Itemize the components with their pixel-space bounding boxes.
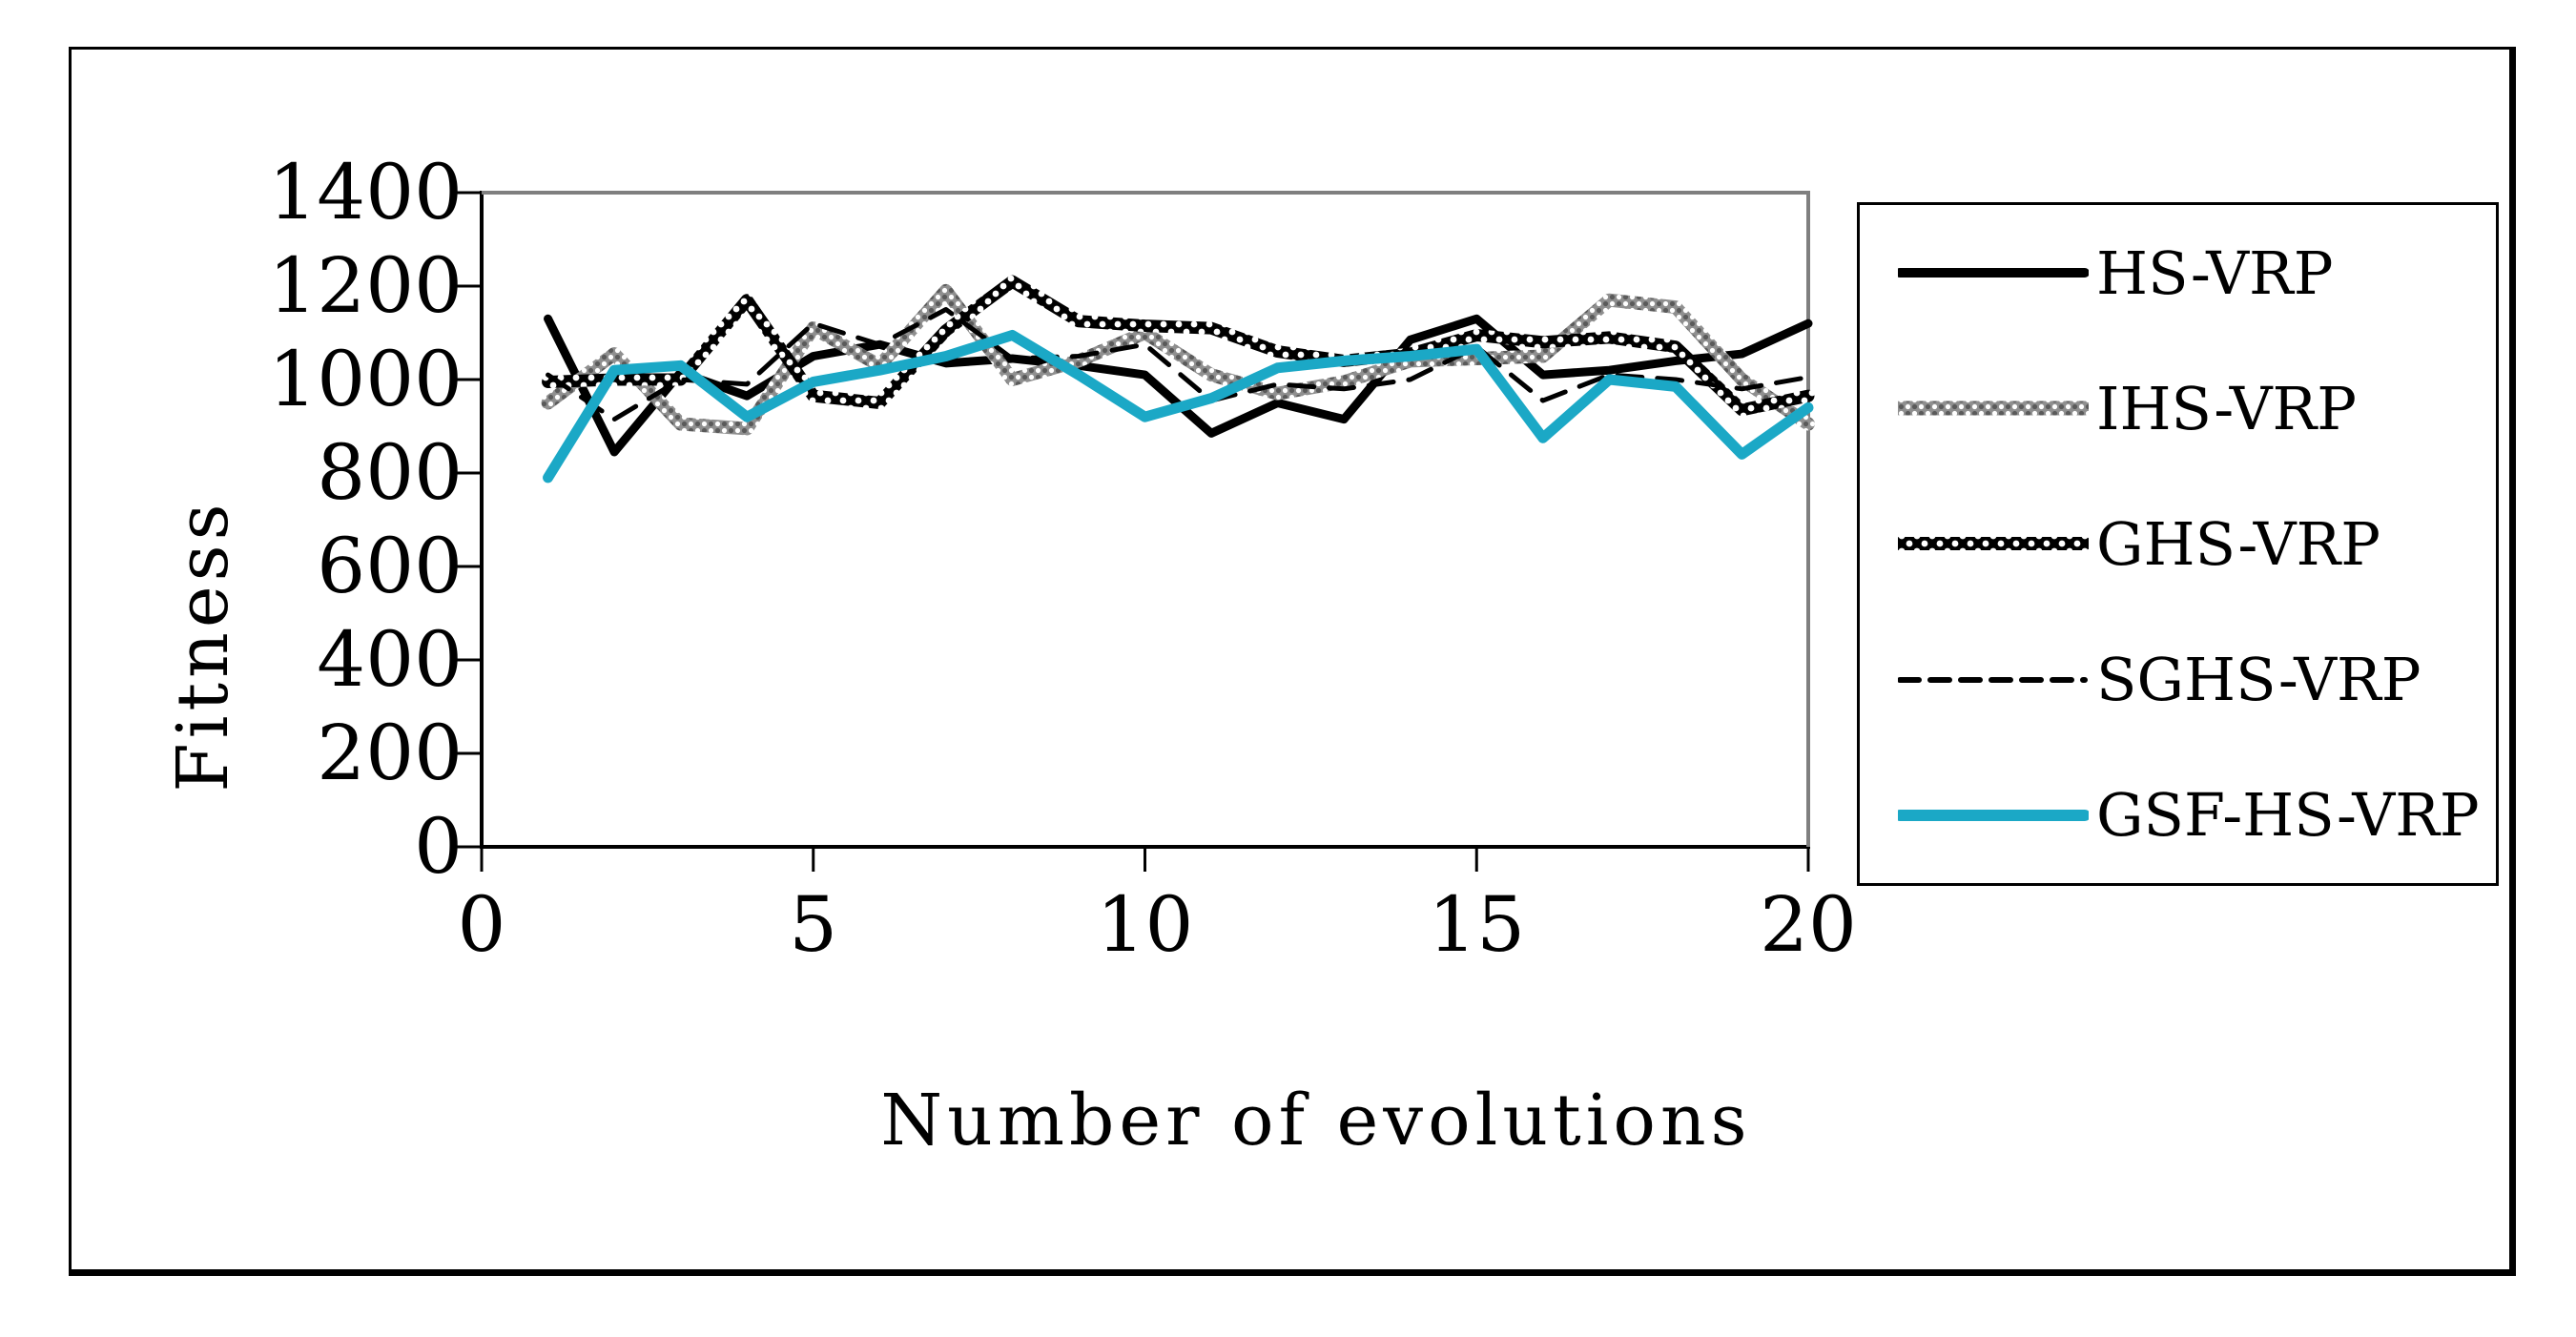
- legend-item-sghs-vrp: SGHS-VRP: [1860, 623, 2496, 737]
- legend-item-hs-vrp: HS-VRP: [1860, 216, 2496, 330]
- x-tick-label-15: 15: [1428, 880, 1526, 969]
- y-axis-title: Fitness: [162, 499, 244, 792]
- x-tick-label-5: 5: [789, 880, 838, 969]
- x-tick-label-0: 0: [457, 880, 506, 969]
- y-tick-label-800: 800: [317, 428, 463, 517]
- x-axis-title: Number of evolutions: [880, 1080, 1752, 1162]
- legend-swatch-icon: [1898, 401, 2089, 416]
- y-tick-label-0: 0: [414, 802, 463, 891]
- legend-item-gsf-hs-vrp: GSF-HS-VRP: [1860, 758, 2496, 873]
- y-tick-label-400: 400: [317, 615, 463, 704]
- legend-swatch-icon: [1898, 676, 2088, 683]
- plot-area-border: [480, 191, 1810, 849]
- legend-label: IHS-VRP: [2096, 373, 2357, 443]
- legend-label: GSF-HS-VRP: [2096, 780, 2480, 851]
- legend-box: HS-VRP IHS-VRP GHS-VRP SGHS-VRP GSF-HS-VRP: [1857, 202, 2499, 886]
- legend-swatch-icon: [1898, 268, 2089, 278]
- y-tick-label-1200: 1200: [268, 241, 463, 330]
- legend-swatch-icon: [1898, 809, 2089, 821]
- x-tick-label-10: 10: [1096, 880, 1194, 969]
- axis-ticks: [457, 191, 1810, 872]
- series-line-ghs-vrp: [542, 275, 1815, 417]
- series-line-sghs-vrp: [546, 307, 1811, 422]
- legend-label: GHS-VRP: [2096, 508, 2380, 579]
- legend-label: SGHS-VRP: [2096, 645, 2421, 715]
- y-tick-label-1400: 1400: [268, 148, 463, 237]
- legend-label: HS-VRP: [2096, 237, 2334, 308]
- y-tick-label-200: 200: [317, 709, 463, 797]
- y-tick-label-600: 600: [317, 522, 463, 610]
- data-series: [541, 275, 1815, 483]
- legend-item-ihs-vrp: IHS-VRP: [1860, 351, 2496, 465]
- legend-swatch-icon: [1898, 537, 2089, 551]
- series-line-gsf-hs-vrp: [543, 329, 1814, 483]
- x-tick-label-20: 20: [1760, 880, 1857, 969]
- y-tick-label-1000: 1000: [268, 335, 463, 423]
- legend-item-ghs-vrp: GHS-VRP: [1860, 486, 2496, 601]
